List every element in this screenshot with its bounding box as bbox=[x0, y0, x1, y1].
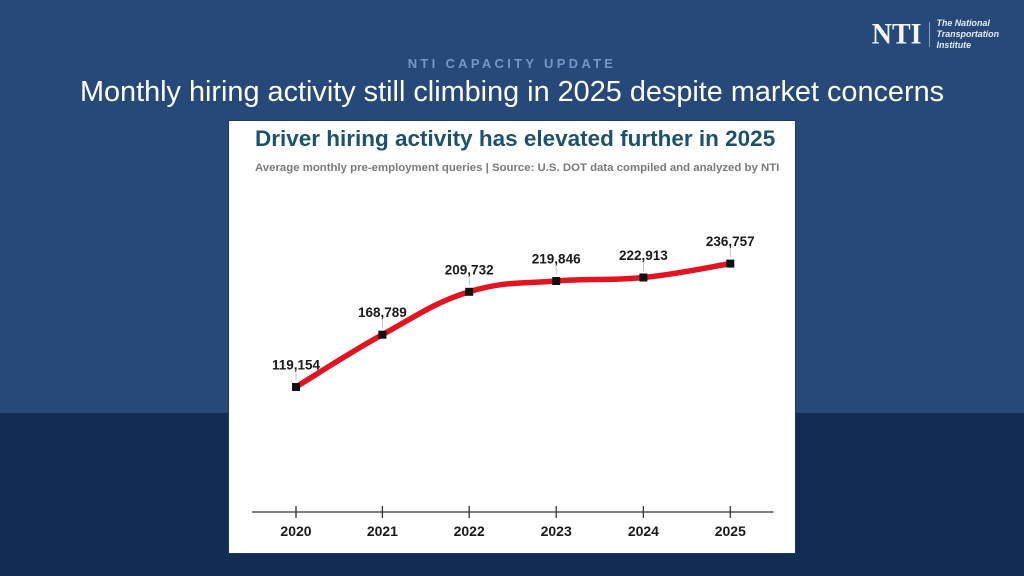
svg-text:2022: 2022 bbox=[454, 523, 485, 539]
svg-text:209,732: 209,732 bbox=[445, 262, 494, 277]
svg-text:168,789: 168,789 bbox=[358, 305, 407, 320]
svg-text:2025: 2025 bbox=[715, 523, 746, 539]
svg-text:2024: 2024 bbox=[628, 523, 659, 539]
svg-text:236,757: 236,757 bbox=[706, 234, 755, 249]
svg-text:119,154: 119,154 bbox=[272, 358, 321, 373]
svg-text:2020: 2020 bbox=[280, 523, 311, 539]
svg-text:2021: 2021 bbox=[367, 523, 398, 539]
svg-text:2023: 2023 bbox=[541, 523, 572, 539]
svg-text:222,913: 222,913 bbox=[619, 248, 668, 263]
svg-text:219,846: 219,846 bbox=[532, 252, 581, 267]
